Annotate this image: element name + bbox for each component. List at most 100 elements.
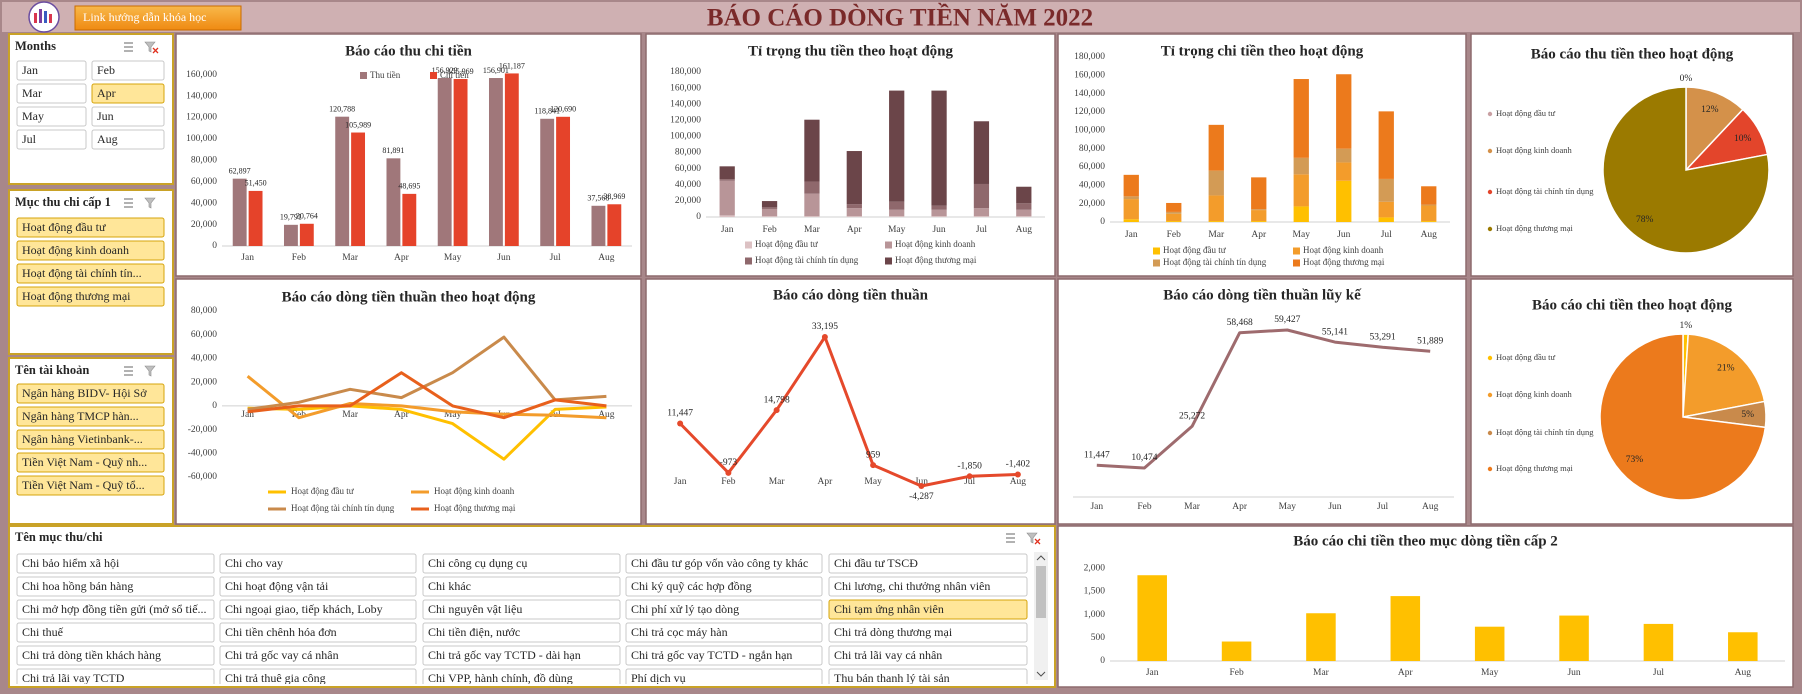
slicer-item-label[interactable]: Hoạt động tài chính tín... xyxy=(22,266,142,280)
slicer-item[interactable] xyxy=(16,475,165,496)
slicer-item-label[interactable]: Hoạt động đầu tư xyxy=(22,220,106,234)
slicer-item[interactable] xyxy=(16,383,165,404)
slicer-item-label[interactable]: Hoạt động kinh doanh xyxy=(22,243,129,257)
clear-filter-x[interactable] xyxy=(152,47,159,54)
slicer-item[interactable] xyxy=(16,60,87,81)
slicer-item[interactable] xyxy=(828,576,1028,597)
clear-filter-icon[interactable] xyxy=(144,197,156,209)
slicer-item[interactable] xyxy=(16,263,165,284)
slicer-item[interactable] xyxy=(16,286,165,307)
slicer-item-label[interactable]: Chi cho vay xyxy=(225,556,283,570)
slicer-item-label[interactable]: Chi đầu tư góp vốn vào công ty khác xyxy=(631,556,808,570)
slicer-item[interactable] xyxy=(16,429,165,450)
slicer-item[interactable] xyxy=(422,668,621,688)
slicer-item-label[interactable]: Chi lương, chi thưởng nhân viên xyxy=(834,579,990,593)
slicer-item-label[interactable]: Jun xyxy=(97,109,114,123)
slicer-item[interactable] xyxy=(91,60,165,81)
clear-filter-icon[interactable] xyxy=(144,365,156,377)
slicer-item-label[interactable]: Thu bán thanh lý tài sản xyxy=(834,671,950,685)
slicer-item[interactable] xyxy=(828,622,1028,643)
slicer-item-label[interactable]: Feb xyxy=(97,63,115,77)
clear-filter-icon[interactable] xyxy=(144,41,156,53)
slicer-item[interactable] xyxy=(16,240,165,261)
slicer-item[interactable] xyxy=(828,599,1028,620)
slicer-item[interactable] xyxy=(91,83,165,104)
slicer-item-label[interactable]: Ngân hàng Vietinbank-... xyxy=(22,432,143,446)
slicer-item[interactable] xyxy=(422,622,621,643)
slicer-item[interactable] xyxy=(16,668,215,688)
slicer-item-label[interactable]: Ngân hàng BIDV- Hội Sở xyxy=(22,386,147,400)
slicer-item-label[interactable]: Chi mở hợp đồng tiền gửi (mở sổ tiế... xyxy=(22,602,207,616)
slicer-item-label[interactable]: Hoạt động thương mại xyxy=(22,289,131,303)
slicer-item-label[interactable]: Chi ký quỹ các hợp đồng xyxy=(631,579,752,593)
slicer-item-label[interactable]: Apr xyxy=(97,86,116,100)
slicer-item-label[interactable]: Aug xyxy=(97,132,118,146)
slicer-item-label[interactable]: Chi tiền điện, nước xyxy=(428,625,520,639)
slicer-item-label[interactable]: Chi thuế xyxy=(22,625,64,639)
slicer-item-label[interactable]: Chi trả cọc máy hàn xyxy=(631,625,728,639)
slicer-item[interactable] xyxy=(828,553,1028,574)
link-button-label[interactable]: Link hướng dẫn khóa học xyxy=(83,10,207,24)
slicer-item-label[interactable]: Chi đầu tư TSCĐ xyxy=(834,556,918,570)
slicer-item[interactable] xyxy=(828,645,1028,666)
slicer-item-label[interactable]: Chi công cụ dụng cụ xyxy=(428,556,527,570)
slicer-item[interactable] xyxy=(16,599,215,620)
link-button-box[interactable] xyxy=(74,5,242,31)
slicer-item-label[interactable]: Chi phí xử lý tạo dòng xyxy=(631,602,739,616)
slicer-item-label[interactable]: Chi khác xyxy=(428,579,471,593)
slicer-item[interactable] xyxy=(16,452,165,473)
slicer-item[interactable] xyxy=(16,217,165,238)
slicer-item-label[interactable]: Ngân hàng TMCP hàn... xyxy=(22,409,139,423)
slicer-item-label[interactable]: Chi tạm ứng nhân viên xyxy=(834,602,944,616)
slicer-item-label[interactable]: Chi trả lãi vay cá nhân xyxy=(834,648,942,662)
slicer-item-label[interactable]: Jul xyxy=(22,132,37,146)
slicer-item[interactable] xyxy=(219,553,417,574)
slicer-item[interactable] xyxy=(219,645,417,666)
slicer-item-label[interactable]: Tiền Việt Nam - Quỹ tổ... xyxy=(22,478,145,492)
slicer-item[interactable] xyxy=(16,576,215,597)
slicer-item[interactable] xyxy=(16,129,87,150)
slicer-item[interactable] xyxy=(16,622,215,643)
scroll-down[interactable] xyxy=(1036,671,1046,677)
slicer-item-label[interactable]: Mar xyxy=(22,86,42,100)
slicer-item[interactable] xyxy=(828,668,1028,688)
slicer-item-label[interactable]: Phí dịch vụ xyxy=(631,671,686,685)
slicer-item[interactable] xyxy=(422,576,621,597)
slicer-item-label[interactable]: Chi hoa hồng bán hàng xyxy=(22,579,133,593)
slicer-item-label[interactable]: Tiền Việt Nam - Quỹ nh... xyxy=(22,455,147,469)
slicer-item[interactable] xyxy=(422,645,621,666)
slicer-item[interactable] xyxy=(16,83,87,104)
slicer-item[interactable] xyxy=(219,576,417,597)
slicer-item-label[interactable]: Chi trả lãi vay TCTD xyxy=(22,671,125,685)
slicer-item-label[interactable]: Chi ngoại giao, tiếp khách, Loby xyxy=(225,602,383,616)
slicer-item[interactable] xyxy=(91,106,165,127)
slicer-item-label[interactable]: Chi hoạt động vận tải xyxy=(225,579,329,593)
slicer-item-label[interactable]: Chi trả dòng tiền khách hàng xyxy=(22,648,161,662)
clear-filter-icon[interactable] xyxy=(1026,532,1038,544)
slicer-item[interactable] xyxy=(16,406,165,427)
slicer-item-label[interactable]: Chi bảo hiểm xã hội xyxy=(22,556,120,570)
slicer-item[interactable] xyxy=(16,106,87,127)
slicer-item-label[interactable]: Chi nguyên vật liệu xyxy=(428,602,522,616)
slicer-item[interactable] xyxy=(16,645,215,666)
slicer-item-label[interactable]: Chi trả gốc vay cá nhân xyxy=(225,648,339,662)
link-button[interactable]: Link hướng dẫn khóa học xyxy=(74,5,242,31)
slicer-item-label[interactable]: Chi VPP, hành chính, đồ dùng xyxy=(428,671,573,685)
slicer-item[interactable] xyxy=(16,553,215,574)
slicer-item-label[interactable]: Chi trả dòng thương mại xyxy=(834,625,953,639)
slicer-item-label[interactable]: Chi trả gốc vay TCTD - dài hạn xyxy=(428,648,581,662)
slicer-item-label[interactable]: Jan xyxy=(22,63,38,77)
slicer-item[interactable] xyxy=(91,129,165,150)
scrollbar-thumb[interactable] xyxy=(1036,566,1046,618)
slicer-item[interactable] xyxy=(219,668,417,688)
clear-filter-x[interactable] xyxy=(1034,538,1041,545)
slicer-item-label[interactable]: Chi trả thuê gia công xyxy=(225,671,326,685)
slicer-item[interactable] xyxy=(625,599,823,620)
slicer-item[interactable] xyxy=(422,599,621,620)
slicer-item-label[interactable]: Chi tiền chênh hóa đơn xyxy=(225,625,337,639)
slicer-item[interactable] xyxy=(422,553,621,574)
slicer-item[interactable] xyxy=(219,599,417,620)
scroll-up[interactable] xyxy=(1036,555,1046,561)
slicer-item[interactable] xyxy=(219,622,417,643)
slicer-item[interactable] xyxy=(625,668,823,688)
